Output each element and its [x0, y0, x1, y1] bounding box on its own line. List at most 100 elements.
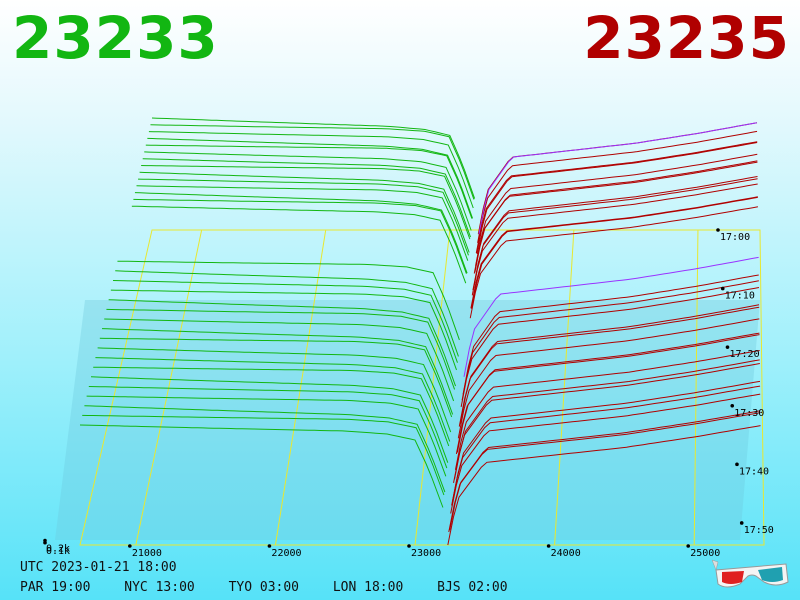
bid-depth-line: [145, 144, 473, 219]
price-tick-label: 25000: [690, 548, 720, 559]
bid-depth-line: [138, 178, 469, 256]
bid-depth-line: [147, 137, 474, 219]
time-tick-dot: [730, 403, 735, 408]
bid-depth-line: [102, 328, 454, 415]
price-tick-label: 24000: [551, 548, 581, 559]
time-tick-label: 17:10: [725, 291, 755, 302]
clock-tyo: TYO 03:00: [228, 580, 300, 595]
ask-depth-line: [472, 178, 758, 291]
bid-depth-line: [113, 280, 458, 363]
floor-border: [79, 229, 765, 546]
bid-depth-line: [117, 260, 460, 341]
ask-depth-line: [471, 196, 758, 309]
utc-time: UTC 2023-01-21 18:00: [20, 560, 177, 575]
bid-depth-line: [151, 117, 476, 199]
bid-depth-line: [84, 405, 446, 493]
ask-depth-line: [456, 332, 760, 453]
floor-shade: [55, 300, 760, 540]
ask-depth-line: [448, 412, 761, 533]
ask-depth-line: [450, 393, 761, 514]
ask-depth-line: [447, 425, 761, 546]
ask-depth-line: [475, 153, 758, 266]
bid-depth-line: [82, 414, 445, 496]
bid-depth-line: [144, 151, 472, 231]
time-tick-label: 17:50: [744, 525, 774, 536]
time-tick-dot: [739, 521, 744, 525]
ask-depth-line: [452, 380, 761, 501]
bid-depth-line: [88, 386, 448, 469]
ask-depth-line: [474, 160, 758, 273]
bid-depth-line: [95, 357, 451, 442]
ask-depth-line: [460, 287, 760, 407]
x-gridline: [554, 229, 575, 546]
time-tick-dot: [720, 286, 725, 291]
ask-depth-line: [473, 161, 758, 274]
bid-depth-line: [110, 289, 457, 371]
time-tick-label: 17:20: [729, 349, 759, 360]
volume-tick-label: 0.2k: [46, 544, 70, 555]
bid-depth-line: [115, 270, 459, 357]
ask-depth-line: [458, 306, 760, 427]
price-tick-dot: [267, 544, 272, 548]
ask-depth-line: [453, 363, 760, 483]
bid-depth-line: [93, 366, 450, 447]
bid-depth-line: [148, 131, 474, 209]
ask-depth-line: [470, 196, 758, 309]
price-tick-dot: [686, 544, 691, 548]
clock-bjs: BJS 02:00: [437, 580, 508, 595]
time-tick-dot: [725, 345, 730, 349]
time-tick-dot: [716, 228, 720, 232]
3d-glasses-icon[interactable]: [712, 556, 792, 592]
ask-depth-line: [449, 410, 761, 531]
grid-layer: [79, 229, 765, 546]
city-clocks: PAR 19:00 NYC 13:00 TYO 03:00 LON 18:00 …: [20, 580, 534, 595]
bid-depth-line: [90, 376, 449, 463]
bid-depth-line: [142, 158, 471, 238]
ask-depth-line: [459, 304, 760, 425]
bid-depth-line: [97, 347, 452, 433]
ask-depth-line: [462, 274, 759, 395]
time-tick-label: 17:40: [739, 466, 769, 477]
depth-lines: [79, 117, 761, 546]
ask-depth-line: [475, 141, 758, 254]
ask-depth-line: [469, 206, 758, 319]
ask-depth-line: [451, 385, 761, 506]
bid-depth-line: [136, 185, 469, 261]
price-tick-dot: [128, 544, 132, 548]
bid-depth-line: [108, 299, 457, 387]
price-tick-label: 23000: [411, 548, 441, 559]
ask-depth-line: [473, 176, 758, 289]
price-tick-dot: [546, 544, 551, 548]
price-tick-label: 21000: [132, 548, 162, 559]
time-tick-label: 17:30: [734, 408, 764, 419]
ask-depth-line: [454, 350, 760, 470]
bid-depth-line: [131, 205, 467, 284]
price-tick-dot: [407, 544, 411, 548]
bid-depth-line: [139, 171, 470, 253]
tick-layer: 0.1k0.2k 21000 22000 23000 24000 25000 17:00 17…: [43, 228, 774, 559]
ask-depth-line: [476, 142, 758, 254]
time-tick-label: 17:00: [720, 232, 750, 243]
bid-depth-line: [150, 124, 475, 200]
clock-lon: LON 18:00: [332, 580, 404, 595]
ask-depth-line: [477, 130, 758, 243]
price-tick-label: 22000: [271, 548, 301, 559]
bid-depth-line: [106, 308, 456, 390]
x-gridline: [274, 229, 327, 546]
clock-nyc: NYC 13:00: [124, 580, 195, 595]
ask-depth-line: [453, 359, 760, 480]
ask-depth-line: [455, 334, 760, 455]
volume-tick-dot: [43, 538, 47, 543]
bid-depth-line: [86, 395, 447, 477]
bid-price: 23233: [12, 4, 219, 72]
bid-depth-line: [99, 337, 453, 418]
bid-depth-line: [134, 192, 468, 274]
ask-depth-line: [471, 183, 758, 296]
volume-tick-label: 0.1k: [46, 546, 70, 557]
ask-depth-line: [463, 256, 759, 377]
ask-price: 23235: [583, 4, 790, 72]
x-gridline: [414, 229, 451, 546]
bid-depth-line: [141, 165, 471, 240]
x-gridline: [693, 229, 699, 546]
